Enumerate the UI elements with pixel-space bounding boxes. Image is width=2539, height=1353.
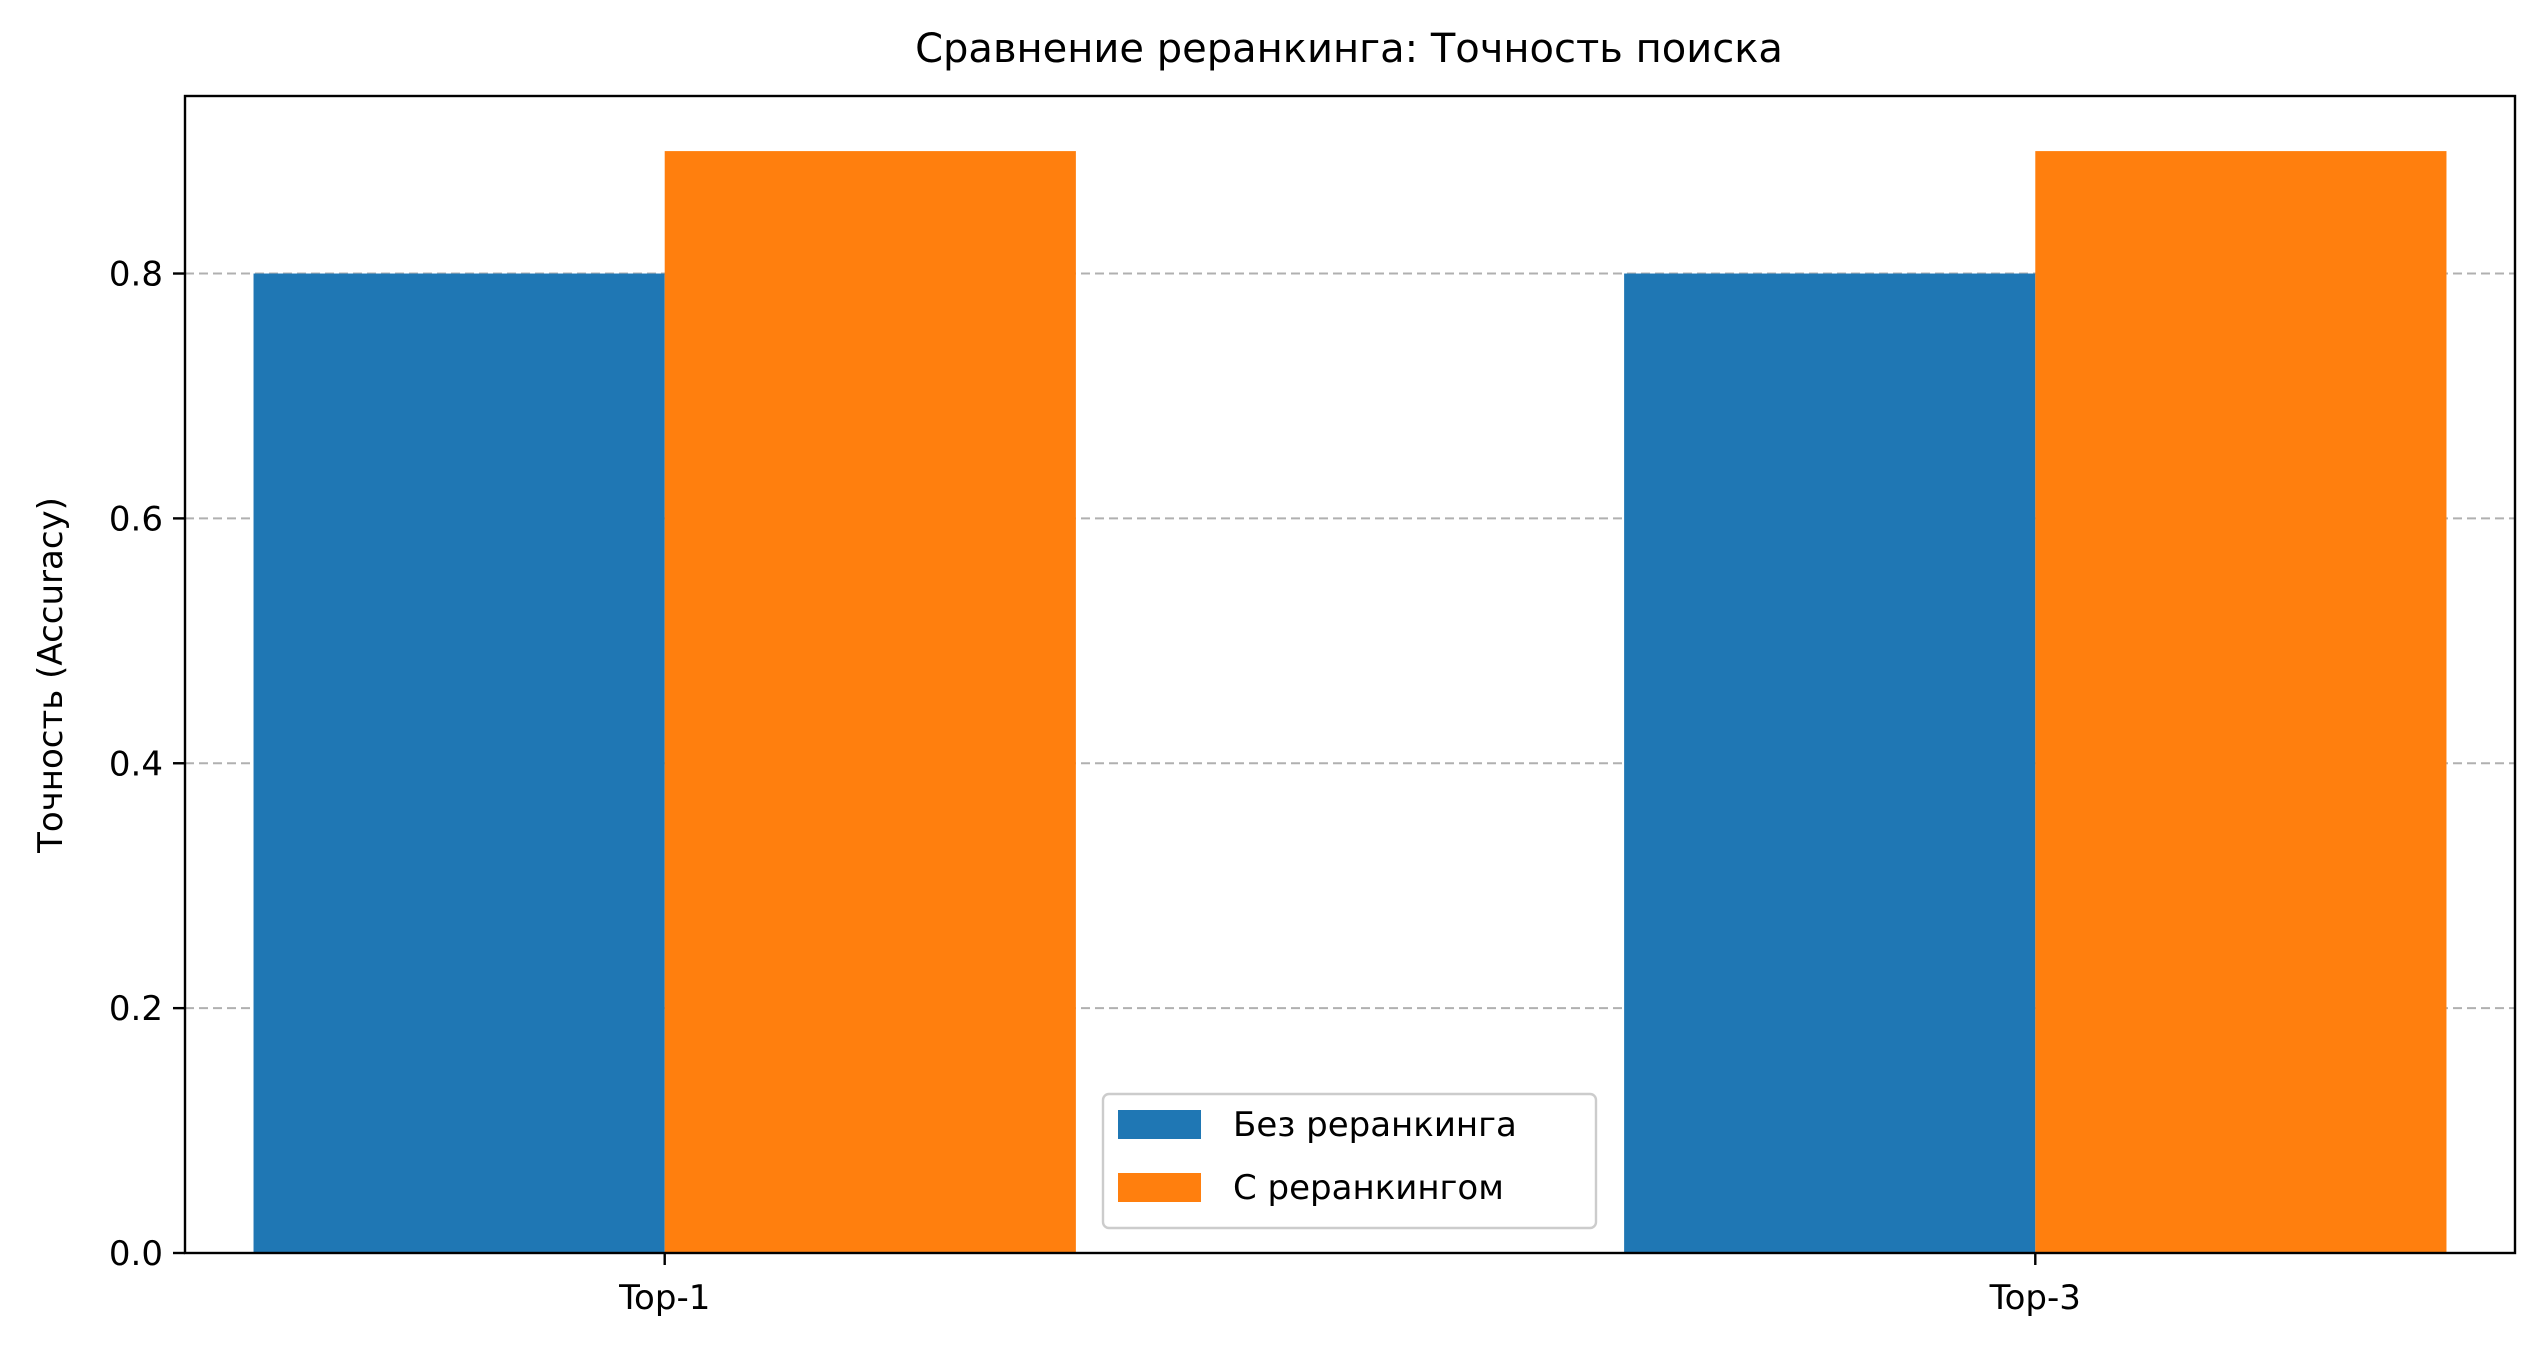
y-tick-label-3: 0.6 bbox=[109, 499, 163, 539]
x-axis-ticks: Top-1 Top-3 bbox=[618, 1253, 2081, 1318]
legend: Без реранкинга С реранкингом bbox=[1101, 1092, 1598, 1230]
y-tick-label-4: 0.8 bbox=[109, 255, 163, 295]
bar-top-3-series-1 bbox=[2035, 151, 2447, 1254]
bar-top-1-series-0 bbox=[253, 273, 665, 1253]
legend-label-no-reranking: Без реранкинга bbox=[1233, 1105, 1517, 1145]
legend-swatch-with-reranking bbox=[1118, 1173, 1201, 1202]
grid-lines bbox=[185, 272, 2515, 1010]
x-tick-label-0: Top-1 bbox=[618, 1278, 710, 1318]
y-tick-label-0: 0.0 bbox=[109, 1234, 163, 1274]
legend-label-with-reranking: С реранкингом bbox=[1233, 1168, 1504, 1208]
chart-title: Сравнение реранкинга: Точность поиска bbox=[915, 26, 1783, 72]
y-tick-label-2: 0.4 bbox=[109, 744, 163, 784]
bars bbox=[253, 151, 2447, 1254]
y-axis-ticks: 0.0 0.2 0.4 0.6 0.8 bbox=[109, 255, 185, 1274]
legend-swatch-no-reranking bbox=[1118, 1110, 1201, 1139]
bar-top-1-series-1 bbox=[664, 151, 1076, 1254]
x-tick-label-1: Top-3 bbox=[1989, 1278, 2081, 1318]
bar-top-3-series-0 bbox=[1624, 273, 2036, 1253]
legend-frame bbox=[1101, 1092, 1598, 1230]
y-axis-label: Точность (Accuracy) bbox=[31, 497, 71, 854]
y-tick-label-1: 0.2 bbox=[109, 989, 163, 1029]
plot-frame bbox=[183, 94, 2517, 1255]
